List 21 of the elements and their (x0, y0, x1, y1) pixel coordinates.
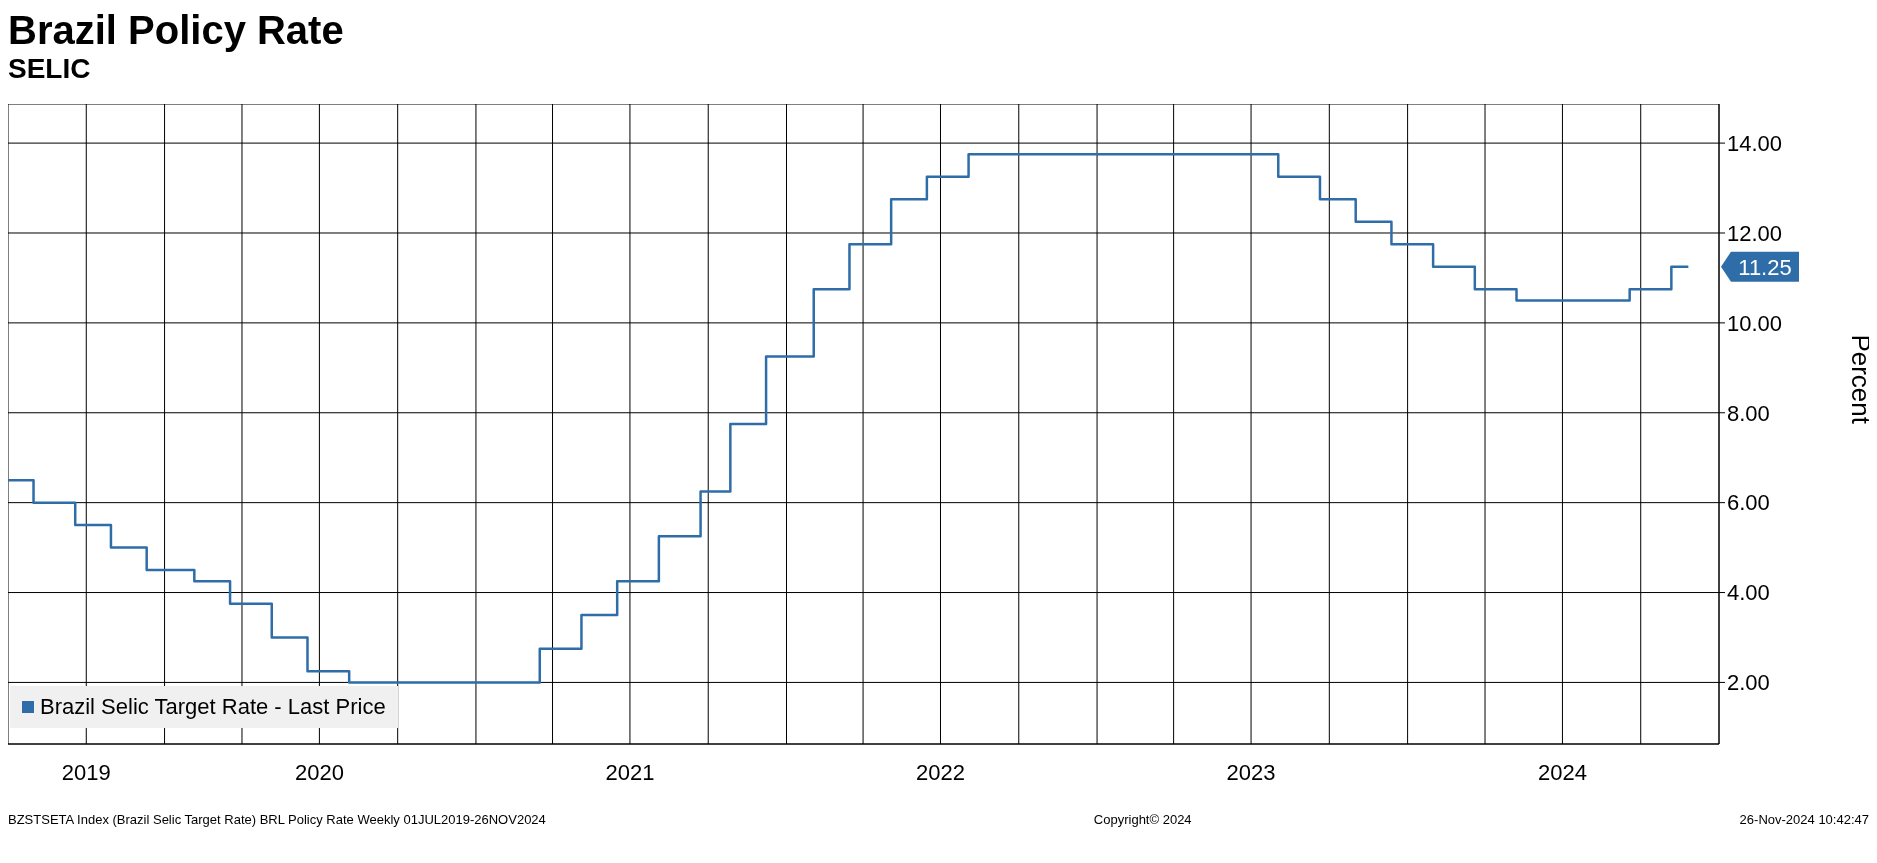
x-tick-label: 2020 (294, 759, 344, 785)
chart-title: Brazil Policy Rate (8, 8, 345, 52)
y-tick-label: 4.00 (1727, 580, 1770, 606)
y-tick-label: 12.00 (1727, 220, 1783, 246)
x-tick-label: 2021 (605, 759, 655, 785)
text: Copyright© 2024 (1093, 812, 1192, 827)
text: 26-Nov-2024 10:42:47 (1739, 812, 1869, 827)
y-tick-label: 10.00 (1727, 310, 1783, 336)
x-tick-label: 2019 (61, 759, 111, 785)
text: BZSTSETA Index (Brazil Selic Target Rate) BRL Policy Rate Weekly 01JUL2019-26NOV2024 (8, 812, 546, 827)
x-tick-label: 2024 (1537, 759, 1587, 785)
annotation: 11.25 (1738, 254, 1792, 280)
y-tick-label: 6.00 (1727, 490, 1770, 516)
y-tick-label: 8.00 (1727, 400, 1770, 426)
chart-subtitle: SELIC (8, 52, 92, 86)
y-tick-label: 2.00 (1727, 670, 1770, 696)
x-tick-label: 2023 (1226, 759, 1276, 785)
legend-label: Brazil Selic Target Rate - Last Price (40, 694, 386, 720)
y-axis-title: Percent (1845, 334, 1876, 425)
x-tick-label: 2022 (916, 759, 965, 785)
y-tick-label: 14.00 (1727, 130, 1783, 156)
